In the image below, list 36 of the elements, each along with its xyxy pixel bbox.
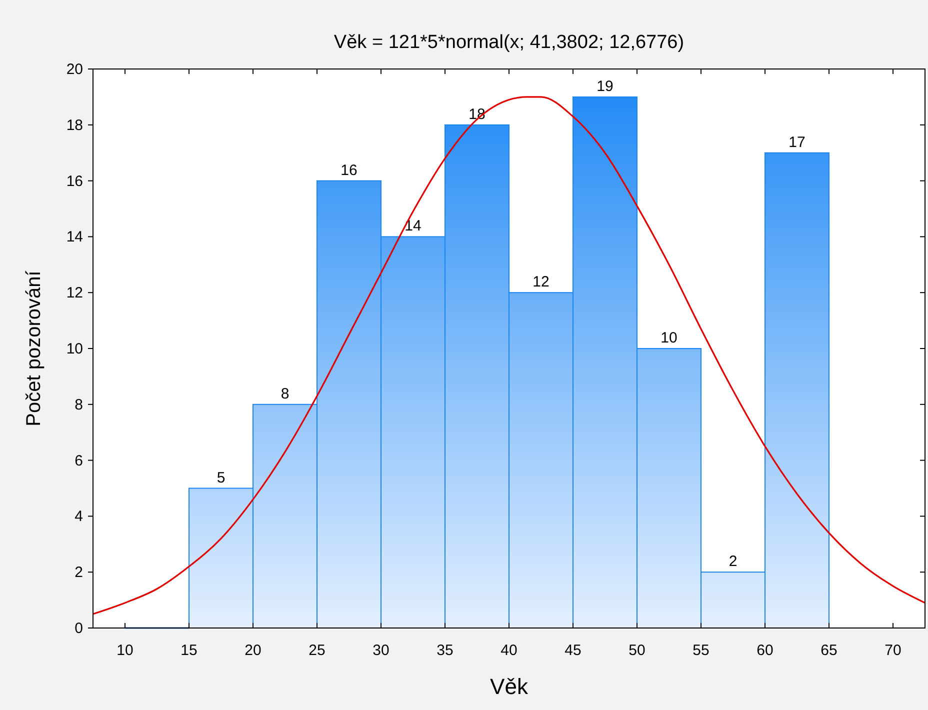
chart-title: Věk = 121*5*normal(x; 41,3802; 12,6776): [334, 32, 684, 53]
x-tick-label: 20: [244, 642, 262, 659]
x-tick-label: 35: [436, 642, 454, 659]
data-label: 8: [280, 385, 290, 402]
x-tick-label: 15: [180, 642, 198, 659]
x-tick-label: 70: [884, 642, 902, 659]
y-tick-label: 18: [66, 116, 83, 134]
x-tick-label: 50: [628, 642, 646, 659]
y-tick-label: 4: [74, 508, 83, 526]
x-tick-label: 65: [820, 642, 838, 659]
y-tick-label: 12: [66, 284, 83, 302]
y-tick-label: 20: [66, 61, 83, 78]
line-series: [93, 96, 925, 615]
data-label: 16: [340, 162, 358, 179]
y-tick-label: 2: [74, 564, 83, 582]
data-label: 2: [728, 553, 738, 570]
x-tick-label: 40: [500, 642, 518, 659]
y-tick-label: 8: [74, 396, 83, 414]
x-tick-label: 55: [692, 642, 710, 659]
x-tick-label: 30: [372, 642, 390, 659]
y-tick-label: 16: [66, 172, 83, 190]
y-tick-label: 14: [66, 228, 83, 246]
data-label: 12: [532, 274, 550, 291]
y-tick-label: 0: [74, 620, 83, 637]
x-tick-label: 45: [564, 642, 582, 659]
y-tick-label: 10: [66, 340, 83, 358]
y-axis-title: Počet pozorování: [23, 270, 45, 426]
x-tick-label: 60: [756, 642, 774, 659]
x-tick-label: 25: [308, 642, 326, 659]
x-tick-label: 10: [116, 642, 134, 659]
data-label: 19: [596, 78, 614, 95]
y-tick-label: 6: [74, 452, 83, 470]
data-label: 17: [788, 134, 806, 151]
data-label: 10: [660, 330, 678, 346]
x-axis-title: Věk: [490, 674, 529, 699]
data-label: 5: [216, 469, 226, 486]
